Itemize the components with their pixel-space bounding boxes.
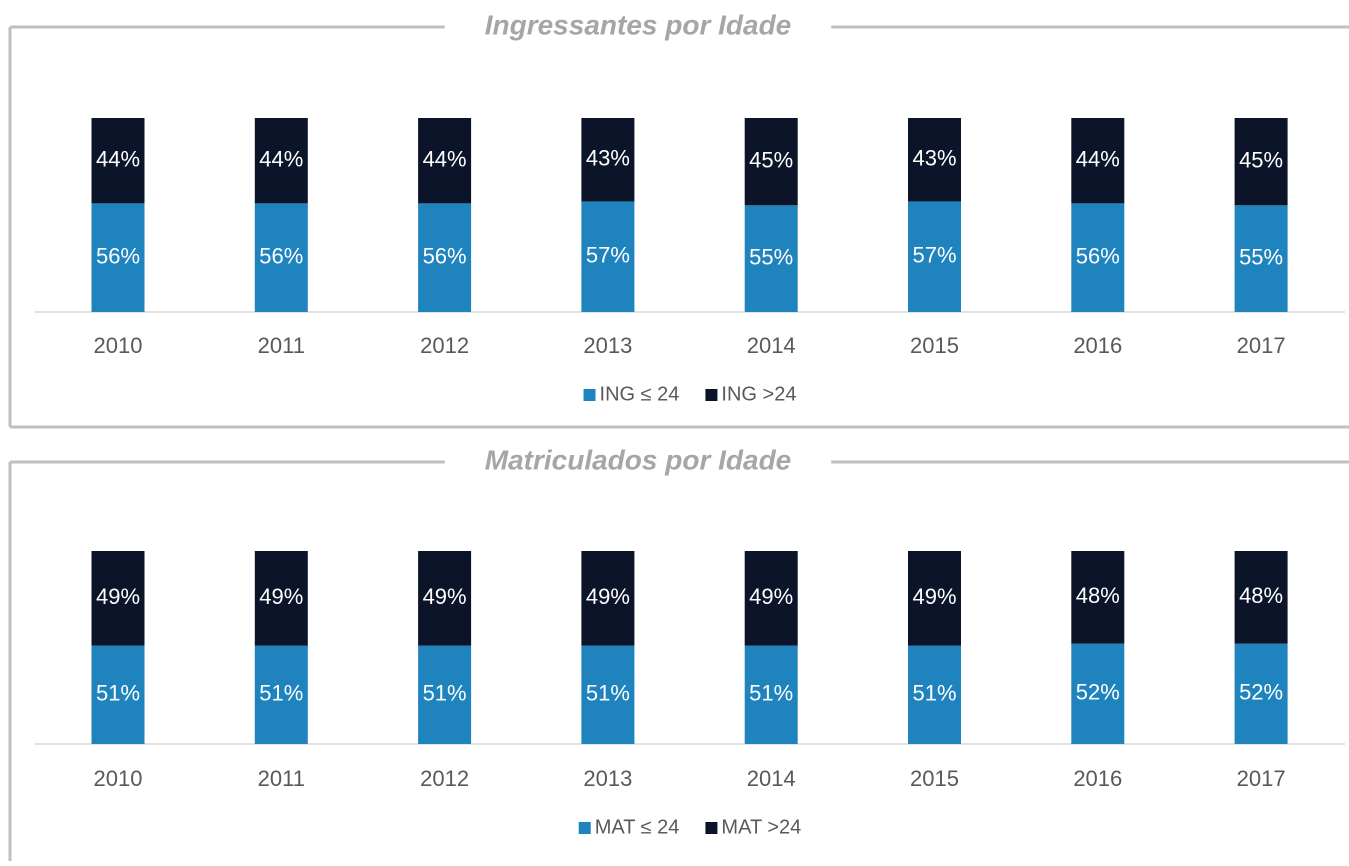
data-label: 51% (912, 681, 956, 706)
bar-segment (418, 118, 472, 204)
legend-label: ING >24 (721, 383, 796, 405)
data-label: 43% (912, 146, 956, 171)
bar-segment (1234, 551, 1288, 644)
legend-swatch (705, 389, 718, 401)
data-label: 57% (912, 243, 956, 268)
bar-segment (908, 645, 961, 744)
bar-segment (91, 645, 145, 744)
bar-segment (254, 203, 308, 312)
data-label: 56% (423, 243, 467, 268)
bar-segment (1071, 118, 1125, 204)
x-tick-label: 2017 (1237, 766, 1286, 791)
legend-swatch (705, 822, 718, 834)
data-label: 45% (749, 147, 793, 172)
bar-segment (1071, 203, 1125, 312)
data-label: 49% (749, 584, 793, 609)
x-tick-label: 2015 (910, 766, 959, 791)
data-label: 51% (586, 681, 630, 706)
data-label: 51% (423, 681, 467, 706)
x-tick-label: 2014 (747, 333, 796, 358)
bar-segment (254, 645, 308, 744)
bar-segment (1071, 643, 1125, 744)
data-label: 49% (259, 584, 303, 609)
x-tick-label: 2012 (420, 333, 469, 358)
x-tick-label: 2012 (420, 766, 469, 791)
data-label: 44% (1076, 146, 1120, 171)
data-label: 49% (586, 584, 630, 609)
x-tick-label: 2016 (1073, 333, 1122, 358)
legend-label: MAT >24 (721, 816, 801, 838)
bar-segment (581, 201, 635, 312)
data-label: 56% (96, 243, 140, 268)
bar-segment (581, 118, 635, 202)
bar-segment (418, 645, 472, 744)
bar-segment (418, 551, 472, 646)
x-tick-label: 2013 (583, 333, 632, 358)
legend-label: MAT ≤ 24 (595, 816, 680, 838)
data-label: 44% (259, 146, 303, 171)
data-label: 52% (1076, 680, 1120, 705)
bar-segment (91, 118, 145, 204)
data-label: 51% (259, 681, 303, 706)
data-label: 43% (586, 146, 630, 171)
bar-segment (744, 551, 798, 646)
bar-segment (908, 551, 961, 646)
data-label: 45% (1239, 147, 1283, 172)
x-tick-label: 2011 (258, 333, 305, 358)
bar-segment (1234, 118, 1288, 206)
bar-segment (581, 551, 635, 646)
legend-label: ING ≤ 24 (600, 383, 680, 405)
chart-title: Ingressantes por Idade (485, 9, 792, 40)
data-label: 49% (96, 584, 140, 609)
data-label: 48% (1239, 583, 1283, 608)
x-tick-label: 2010 (94, 333, 143, 358)
bar-segment (254, 118, 308, 204)
bar-segment (91, 551, 145, 646)
x-tick-label: 2011 (258, 766, 305, 791)
bar-segment (91, 203, 145, 312)
bar-segment (581, 645, 635, 744)
data-label: 49% (423, 584, 467, 609)
data-label: 55% (749, 244, 793, 269)
bar-segment (1071, 551, 1125, 644)
legend-swatch (583, 389, 596, 401)
bar-segment (744, 118, 798, 206)
data-label: 44% (96, 146, 140, 171)
data-label: 55% (1239, 244, 1283, 269)
bar-segment (908, 118, 961, 202)
bar-segment (744, 205, 798, 312)
x-tick-label: 2016 (1073, 766, 1122, 791)
legend-swatch (578, 822, 591, 834)
bar-segment (254, 551, 308, 646)
data-label: 44% (423, 146, 467, 171)
data-label: 49% (912, 584, 956, 609)
bar-segment (418, 203, 472, 312)
data-label: 56% (1076, 243, 1120, 268)
x-tick-label: 2015 (910, 333, 959, 358)
data-label: 51% (96, 681, 140, 706)
bar-segment (744, 645, 798, 744)
data-label: 52% (1239, 680, 1283, 705)
bar-segment (1234, 205, 1288, 312)
bar-segment (1234, 643, 1288, 744)
data-label: 57% (586, 243, 630, 268)
x-tick-label: 2010 (94, 766, 143, 791)
bar-segment (908, 201, 961, 312)
x-tick-label: 2013 (583, 766, 632, 791)
data-label: 51% (749, 681, 793, 706)
x-tick-label: 2017 (1237, 333, 1286, 358)
data-label: 48% (1076, 583, 1120, 608)
x-tick-label: 2014 (747, 766, 796, 791)
data-label: 56% (259, 243, 303, 268)
chart-title: Matriculados por Idade (485, 444, 792, 475)
